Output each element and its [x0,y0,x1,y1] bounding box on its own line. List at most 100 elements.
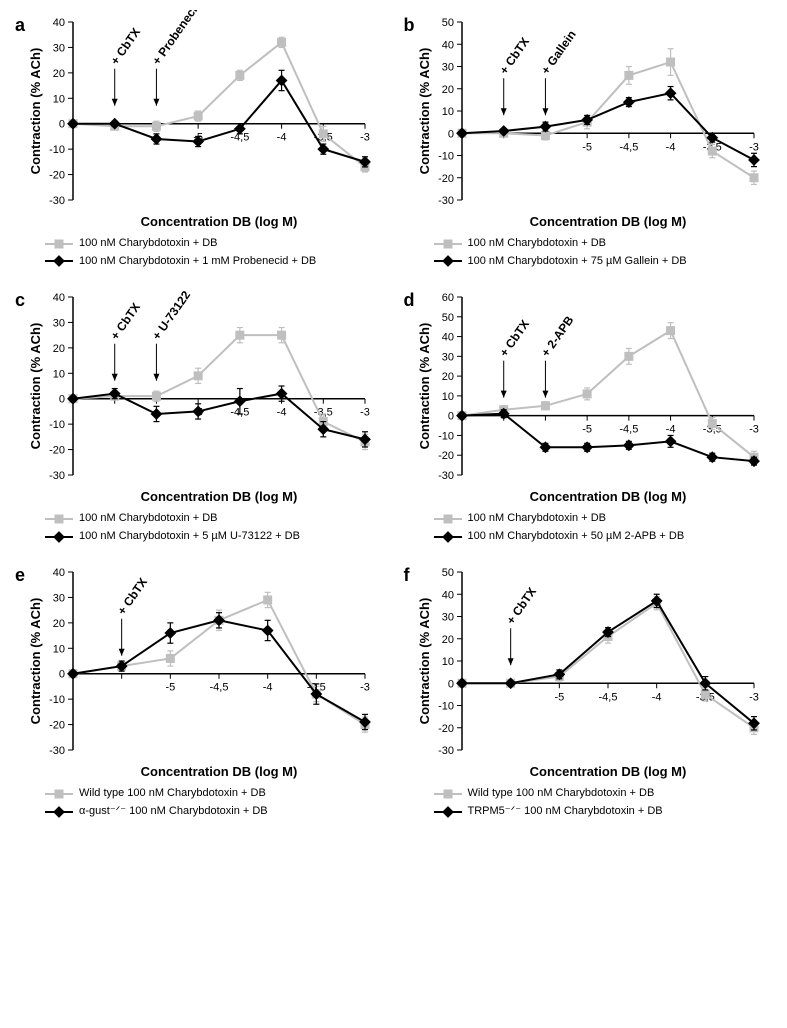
legend-label: 100 nM Charybdotoxin + 5 µM U-73122 + DB [79,528,300,546]
svg-text:-20: -20 [49,720,65,732]
panel-e: e -30-20-10010203040-5-4,5-4-3,5-3+ CbTX… [10,560,389,820]
panel-b: b -30-20-1001020304050-5-4,5-4-3,5-3+ Cb… [399,10,778,270]
svg-text:-30: -30 [438,470,454,482]
svg-text:-3: -3 [360,682,370,694]
svg-text:-4: -4 [277,132,287,144]
svg-text:-5: -5 [582,141,592,153]
svg-text:20: 20 [53,343,65,355]
legend-label: 100 nM Charybdotoxin + 50 µM 2-APB + DB [468,528,685,546]
legend-marker-icon [434,513,462,525]
svg-text:-20: -20 [49,445,65,457]
svg-text:40: 40 [441,332,453,344]
svg-text:30: 30 [441,62,453,74]
legend-item: Wild type 100 nM Charybdotoxin + DB [45,785,389,803]
chart: -30-20-10010203040-5-4,5-4-3,5-3+ CbTX+ … [25,10,375,230]
chart-legend: 100 nM Charybdotoxin + DB100 nM Charybdo… [434,510,778,545]
legend-item: 100 nM Charybdotoxin + DB [434,510,778,528]
panel-d: d -30-20-100102030405060-5-4,5-4-3,5-3+ … [399,285,778,545]
svg-text:-4: -4 [665,141,675,153]
svg-text:-4,5: -4,5 [598,692,617,704]
svg-text:Concentration DB (log M): Concentration DB (log M) [141,214,298,229]
legend-label: 100 nM Charybdotoxin + DB [468,235,607,253]
svg-text:0: 0 [59,119,65,131]
legend-label: Wild type 100 nM Charybdotoxin + DB [468,785,655,803]
svg-text:+ CbTX: + CbTX [115,576,150,618]
svg-text:0: 0 [59,669,65,681]
svg-text:+ CbTX: + CbTX [496,35,531,77]
legend-label: 100 nM Charybdotoxin + 75 µM Gallein + D… [468,253,687,271]
panel-label: a [15,15,25,36]
svg-text:0: 0 [447,679,453,691]
svg-text:10: 10 [53,368,65,380]
svg-text:-3: -3 [360,407,370,419]
svg-text:40: 40 [441,39,453,51]
legend-item: Wild type 100 nM Charybdotoxin + DB [434,785,778,803]
legend-item: α-gust⁻ᐟ⁻ 100 nM Charybdotoxin + DB [45,803,389,821]
svg-text:Concentration DB (log M): Concentration DB (log M) [141,764,298,779]
legend-label: 100 nM Charybdotoxin + DB [79,235,218,253]
svg-text:30: 30 [441,352,453,364]
svg-text:-10: -10 [49,144,65,156]
svg-text:Contraction (% ACh): Contraction (% ACh) [28,598,43,725]
legend-label: 100 nM Charybdotoxin + DB [468,510,607,528]
legend-item: TRPM5⁻ᐟ⁻ 100 nM Charybdotoxin + DB [434,803,778,821]
legend-marker-icon [45,255,73,267]
legend-marker-icon [434,788,462,800]
legend-marker-icon [434,531,462,543]
svg-text:+ CbTX: + CbTX [503,585,538,627]
svg-text:20: 20 [53,68,65,80]
svg-text:0: 0 [59,394,65,406]
svg-text:-5: -5 [554,692,564,704]
legend-item: 100 nM Charybdotoxin + 5 µM U-73122 + DB [45,528,389,546]
svg-text:-30: -30 [49,470,65,482]
svg-text:-3: -3 [749,141,759,153]
legend-marker-icon [45,513,73,525]
svg-text:-30: -30 [438,745,454,757]
svg-text:-4: -4 [651,692,661,704]
svg-text:Concentration DB (log M): Concentration DB (log M) [141,489,298,504]
svg-text:-4,5: -4,5 [619,424,638,436]
svg-text:-4,5: -4,5 [210,682,229,694]
svg-text:-3: -3 [749,424,759,436]
chart: -30-20-1001020304050-5-4,5-4-3,5-3+ CbTX… [414,560,764,780]
svg-text:0: 0 [447,128,453,140]
legend-marker-icon [45,238,73,250]
chart: -30-20-1001020304050-5-4,5-4-3,5-3+ CbTX… [414,10,764,230]
svg-text:10: 10 [441,106,453,118]
svg-text:30: 30 [53,593,65,605]
chart-legend: Wild type 100 nM Charybdotoxin + DBα-gus… [45,785,389,820]
svg-text:50: 50 [441,312,453,324]
chart: -30-20-100102030405060-5-4,5-4-3,5-3+ Cb… [414,285,764,505]
svg-text:-10: -10 [438,151,454,163]
svg-text:Contraction (% ACh): Contraction (% ACh) [417,48,432,175]
chart-legend: Wild type 100 nM Charybdotoxin + DBTRPM5… [434,785,778,820]
svg-text:40: 40 [53,567,65,579]
svg-text:Contraction (% ACh): Contraction (% ACh) [417,323,432,450]
svg-text:-4: -4 [277,407,287,419]
panel-label: c [15,290,25,311]
svg-text:-30: -30 [49,745,65,757]
legend-label: TRPM5⁻ᐟ⁻ 100 nM Charybdotoxin + DB [468,803,663,821]
panel-c: c -30-20-10010203040-5-4,5-4-3,5-3+ CbTX… [10,285,389,545]
svg-text:30: 30 [53,318,65,330]
svg-text:+ Gallein: + Gallein [538,28,578,77]
svg-text:30: 30 [53,42,65,54]
svg-text:0: 0 [447,411,453,423]
legend-marker-icon [434,806,462,818]
svg-text:20: 20 [53,618,65,630]
svg-text:-5: -5 [582,424,592,436]
svg-text:20: 20 [441,634,453,646]
legend-label: α-gust⁻ᐟ⁻ 100 nM Charybdotoxin + DB [79,803,268,821]
svg-text:-3: -3 [360,132,370,144]
svg-text:-10: -10 [49,695,65,707]
panel-a: a -30-20-10010203040-5-4,5-4-3,5-3+ CbTX… [10,10,389,270]
legend-marker-icon [434,255,462,267]
svg-text:+ U-73122: + U-73122 [149,288,193,342]
svg-text:+ CbTX: + CbTX [108,300,143,342]
svg-text:50: 50 [441,567,453,579]
svg-text:Concentration DB (log M): Concentration DB (log M) [529,214,686,229]
chart: -30-20-10010203040-5-4,5-4-3,5-3+ CbTXCo… [25,560,375,780]
svg-text:-10: -10 [438,701,454,713]
svg-text:-3: -3 [749,692,759,704]
legend-item: 100 nM Charybdotoxin + DB [434,235,778,253]
